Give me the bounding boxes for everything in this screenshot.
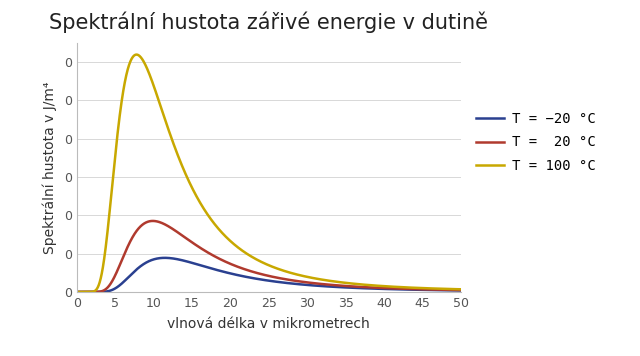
T = 100 °C <box>408 286 416 290</box>
T = 100 °C <box>132 52 140 57</box>
T = 100 °C <box>238 248 246 253</box>
T =  20 °C <box>449 288 457 292</box>
T =  20 °C <box>119 256 127 260</box>
Legend: T = −20 °C, T =  20 °C, T = 100 °C: T = −20 °C, T = 20 °C, T = 100 °C <box>472 108 600 177</box>
T = 100 °C <box>76 290 83 294</box>
T =  20 °C <box>76 290 83 294</box>
Y-axis label: Spektrální hustota v J/m⁴: Spektrální hustota v J/m⁴ <box>42 81 57 253</box>
T =  20 °C <box>149 219 157 223</box>
T = 100 °C <box>221 234 229 239</box>
Line: T =  20 °C: T = 20 °C <box>79 221 461 292</box>
T =  20 °C <box>408 287 416 291</box>
T =  20 °C <box>238 266 246 271</box>
T = 100 °C <box>119 93 127 97</box>
T = −20 °C <box>119 281 127 285</box>
Title: Spektrální hustota zářivé energie v dutině: Spektrální hustota zářivé energie v duti… <box>49 11 488 33</box>
T = −20 °C <box>161 256 168 260</box>
T = −20 °C <box>238 274 246 278</box>
T =  20 °C <box>141 221 149 225</box>
T = 100 °C <box>449 287 457 291</box>
T =  20 °C <box>221 260 229 264</box>
T = −20 °C <box>408 288 416 292</box>
T = −20 °C <box>221 270 229 274</box>
T = −20 °C <box>141 261 149 265</box>
T = 100 °C <box>457 287 465 292</box>
X-axis label: vlnová délka v mikrometrech: vlnová délka v mikrometrech <box>168 317 370 331</box>
T = −20 °C <box>76 290 83 294</box>
T = −20 °C <box>449 288 457 293</box>
Line: T = −20 °C: T = −20 °C <box>79 258 461 292</box>
T =  20 °C <box>457 288 465 292</box>
T = 100 °C <box>141 63 149 67</box>
T = −20 °C <box>457 288 465 293</box>
Line: T = 100 °C: T = 100 °C <box>79 54 461 292</box>
